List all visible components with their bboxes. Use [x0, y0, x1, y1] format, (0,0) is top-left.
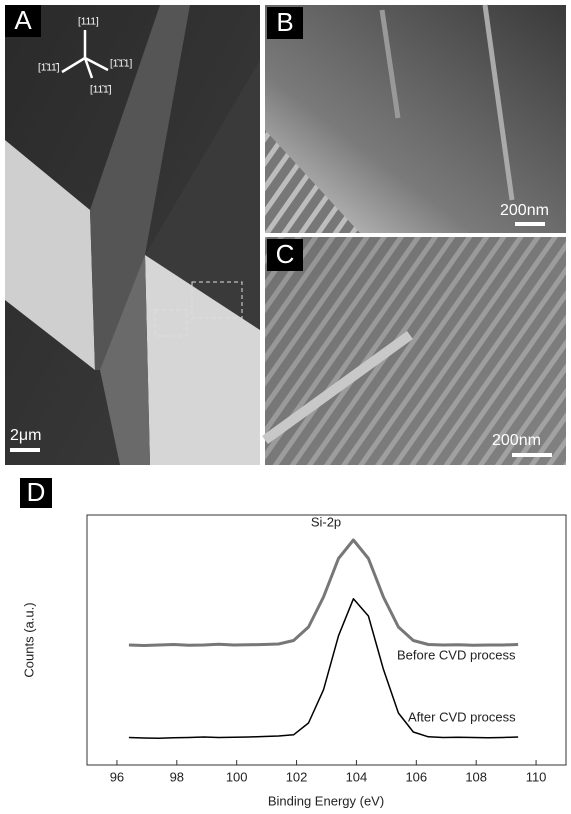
x-tick-label: 96 [110, 769, 124, 784]
annotation: After CVD process [408, 709, 516, 724]
x-tick-label: 98 [170, 769, 184, 784]
direction-label: [111] [78, 17, 99, 28]
panel-c-image [265, 237, 566, 465]
x-axis-label: Binding Energy (eV) [268, 793, 384, 808]
series-line [129, 540, 518, 646]
scale-bar [10, 448, 40, 452]
figure: A B C D 2μm 200nm 200nm [111] [1̄11̄] [1… [0, 0, 571, 814]
panel-label: A [14, 5, 32, 35]
direction-label: [11̄1̄] [90, 85, 112, 96]
annotation: Si-2p [311, 514, 341, 529]
page: A B C D 2μm 200nm 200nm [111] [1̄11̄] [1… [0, 0, 571, 814]
scale-bar [512, 453, 552, 457]
direction-label: [1̄11̄] [38, 63, 60, 74]
annotation: Before CVD process [397, 647, 516, 662]
scale-bar-label: 2μm [10, 427, 41, 444]
scale-bar [515, 222, 545, 226]
x-tick-label: 108 [465, 769, 487, 784]
x-tick-label: 106 [405, 769, 427, 784]
plot-frame [87, 515, 566, 765]
direction-label: [1̄1̄1] [110, 59, 132, 70]
scale-bar-label: 200nm [500, 202, 549, 219]
panel-label: B [276, 7, 293, 37]
x-tick-label: 102 [286, 769, 308, 784]
y-axis-label: Counts (a.u.) [21, 602, 36, 677]
x-tick-label: 110 [526, 769, 547, 784]
panel-label: C [276, 239, 295, 269]
panel-a-image [5, 5, 260, 465]
x-tick-label: 104 [346, 769, 368, 784]
panel-b-image [265, 5, 566, 233]
scale-bar-label: 200nm [492, 432, 541, 449]
x-tick-label: 100 [226, 769, 248, 784]
panel-label: D [27, 477, 46, 507]
